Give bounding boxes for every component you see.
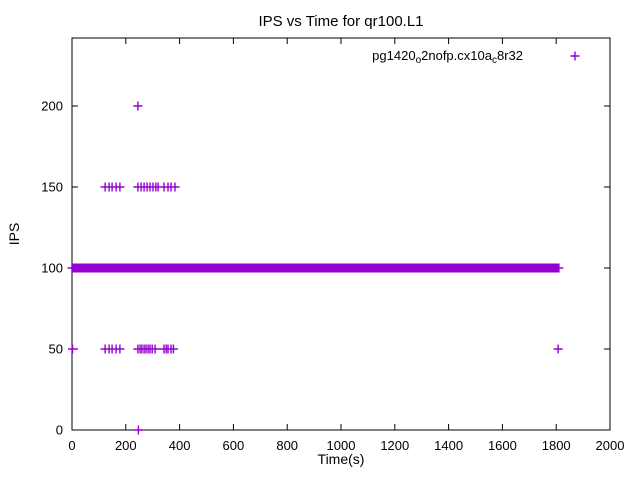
y-tick-label: 0 [56,423,63,438]
y-tick-label: 150 [41,180,63,195]
x-axis-label: Time(s) [318,451,365,467]
x-tick-label: 0 [68,438,75,453]
legend-plus-marker-icon [570,51,580,61]
y-tick-label: 100 [41,261,63,276]
plot-border-rect [71,37,611,431]
y-tick-label: 50 [49,342,63,357]
x-tick-label: 1600 [488,438,517,453]
y-axis-label: IPS [6,223,22,246]
y-tick-label: 200 [41,99,63,114]
legend-series-label: pg1420o2nofp.cx10ac8r32 [372,48,523,66]
x-tick-label: 1800 [542,438,571,453]
x-tick-label: 1200 [380,438,409,453]
x-tick-label: 1000 [327,438,356,453]
plot-border [71,37,611,431]
x-tick-label: 2000 [596,438,625,453]
y-axis: 0 50 100 150 200 [41,99,610,438]
series-marker-points [67,101,564,435]
x-tick-label: 800 [276,438,298,453]
x-tick-label: 200 [115,438,137,453]
legend: pg1420o2nofp.cx10ac8r32 [372,48,580,66]
x-tick-label: 1400 [434,438,463,453]
chart-title: IPS vs Time for qr100.L1 [258,13,423,30]
x-tick-label: 400 [169,438,191,453]
x-tick-label: 600 [223,438,245,453]
series-points [67,101,564,435]
x-axis: 0 200 400 600 800 1000 1200 1400 1600 1800 2000 [68,38,624,453]
